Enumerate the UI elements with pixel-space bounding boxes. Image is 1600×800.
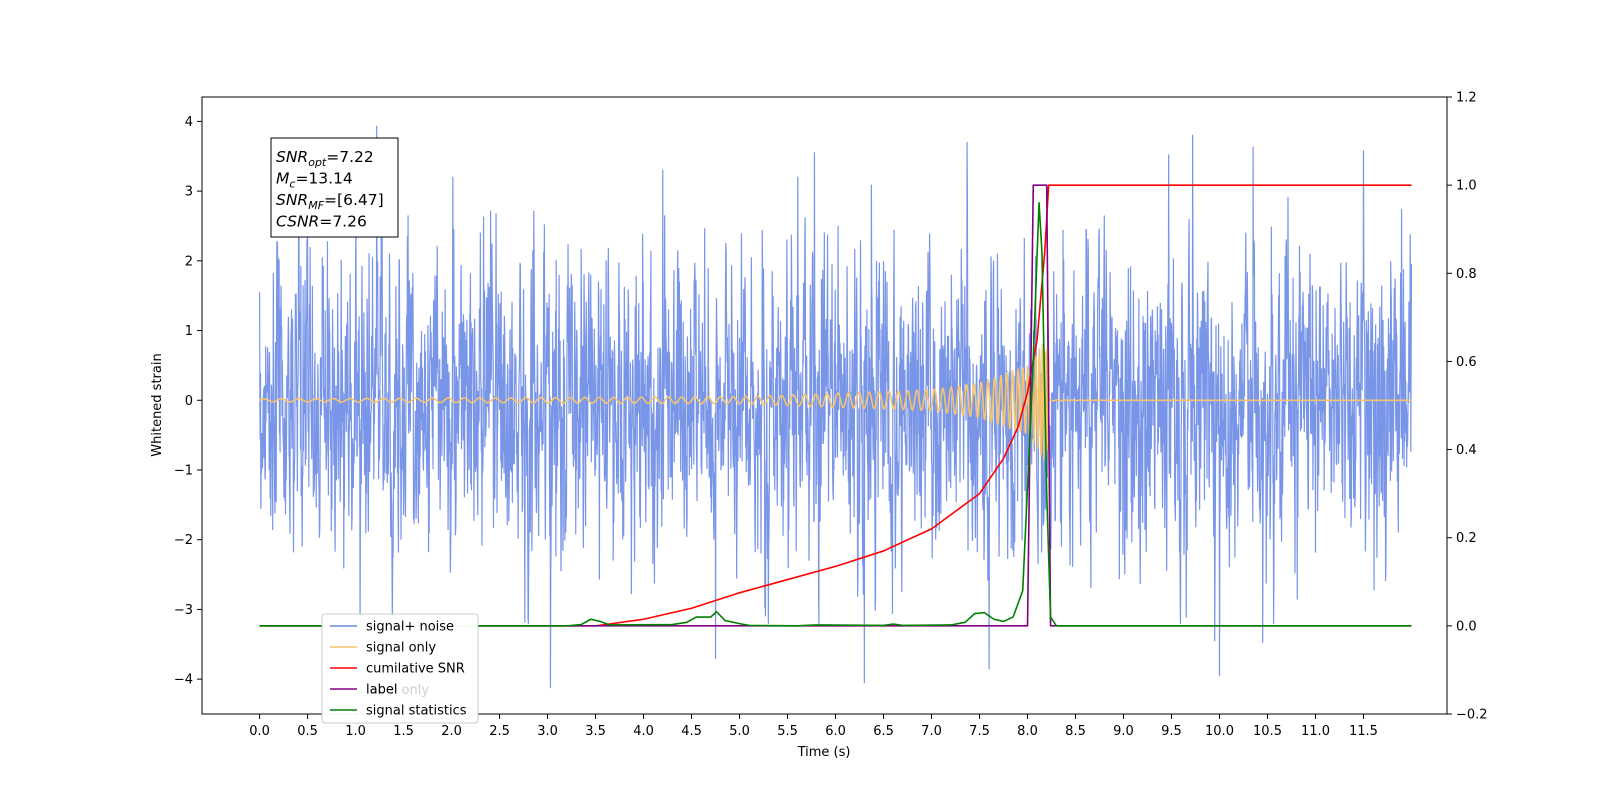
y-axis-label: Whitened strain: [150, 353, 165, 456]
y2-tick-label: −0.2: [1456, 708, 1488, 723]
y2-tick-label: 0.6: [1456, 355, 1477, 370]
x-tick-label: 10.0: [1205, 724, 1234, 739]
series-line-signal-noise: [258, 125, 1413, 689]
annotation-frame: [270, 137, 399, 238]
y-tick-label: 2: [185, 254, 193, 269]
y2-tick-label: 1.2: [1456, 91, 1477, 106]
y-tick-label: −3: [174, 603, 193, 618]
y2-tick-label: 0.0: [1456, 619, 1477, 634]
series-line-signal-statistics: [259, 201, 1412, 627]
x-tick-label: 5.0: [729, 724, 750, 739]
y2-tick-label: 0.8: [1456, 267, 1477, 282]
x-tick-label: 9.0: [1113, 724, 1134, 739]
y-tick-label: 3: [185, 185, 193, 200]
x-tick-label: 0.0: [249, 724, 270, 739]
annotation-line: CSNR=7.26: [276, 213, 367, 231]
annotation-line: SNRMF=[6.47]: [276, 191, 384, 212]
x-axis: 0.0 0.5 1.0 1.5 2.0 2.5 3.0 3.5 4.0 4.5 5.0 5.5 6.0 6…: [249, 714, 1378, 739]
x-tick-label: 11.0: [1301, 724, 1330, 739]
x-tick-label: 2.5: [489, 724, 510, 739]
annotation-line: Mc=13.14: [276, 170, 353, 191]
x-tick-label: 1.0: [345, 724, 366, 739]
x-tick-label: 0.5: [297, 724, 318, 739]
y-tick-label: −1: [174, 463, 193, 478]
y-tick-label: −4: [174, 673, 193, 688]
y-axis-right: 1.2 1.0 0.8 0.6 0.4 0.2 0.0 −0.2: [1447, 91, 1488, 723]
x-tick-label: 11.5: [1349, 724, 1378, 739]
x-tick-label: 8.5: [1065, 724, 1086, 739]
y-tick-label: 1: [185, 324, 193, 339]
x-tick-label: 3.5: [585, 724, 606, 739]
legend-entry-label: cumilative SNR: [366, 662, 465, 677]
x-tick-label: 6.0: [825, 724, 846, 739]
legend-entry-label: signal+ noise: [366, 620, 454, 635]
x-tick-label: 6.5: [873, 724, 894, 739]
y-tick-label: −2: [174, 533, 193, 548]
plot-frame: [201, 96, 1448, 715]
legend-backdrop: [323, 615, 477, 722]
x-tick-label: 8.0: [1017, 724, 1038, 739]
legend-entry-label: signal only: [366, 641, 436, 656]
x-axis-label: Time (s): [797, 745, 851, 760]
legend-entry-label: signal statistics: [366, 704, 467, 719]
x-tick-label: 3.0: [537, 724, 558, 739]
x-tick-label: 4.5: [681, 724, 702, 739]
series-layer: [258, 125, 1413, 689]
y-tick-label: 4: [185, 115, 193, 130]
y2-tick-label: 0.2: [1456, 531, 1477, 546]
annotation-line: SNRopt=7.22: [276, 148, 374, 169]
x-tick-label: 9.5: [1161, 724, 1182, 739]
y2-tick-label: 1.0: [1456, 179, 1477, 194]
x-tick-label: 7.0: [921, 724, 942, 739]
y-tick-label: 0: [185, 394, 193, 409]
x-tick-label: 4.0: [633, 724, 654, 739]
series-line-cumilative-snr: [259, 184, 1412, 627]
x-tick-label: 7.5: [969, 724, 990, 739]
legend-entry-label: label: [366, 683, 397, 698]
series-line-signal-only: [259, 343, 1412, 460]
x-tick-label: 5.5: [777, 724, 798, 739]
x-tick-label: 1.5: [393, 724, 414, 739]
x-tick-label: 10.5: [1253, 724, 1282, 739]
y-axis-left: 4 3 2 1 0 −1 −2 −3 −4: [174, 115, 202, 688]
x-tick-label: 2.0: [441, 724, 462, 739]
y2-tick-label: 0.4: [1456, 443, 1477, 458]
